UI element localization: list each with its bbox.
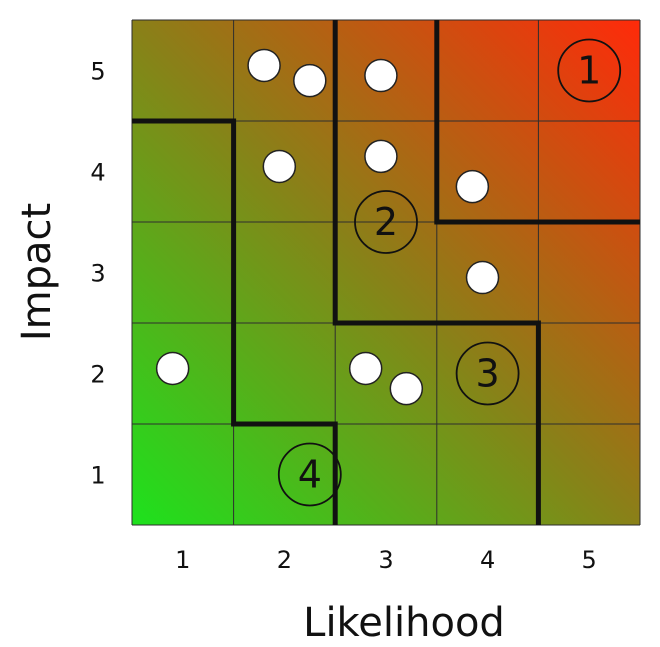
x-axis-title: Likelihood xyxy=(303,600,505,646)
risk-point xyxy=(293,63,327,98)
zone-boundary-line xyxy=(434,20,640,225)
zone-number: 4 xyxy=(298,453,322,497)
y-tick-label: 5 xyxy=(90,58,105,86)
risk-points xyxy=(155,48,500,406)
zone-label: 3 xyxy=(455,341,520,406)
zone-number: 1 xyxy=(577,49,601,93)
x-tick-label: 1 xyxy=(175,546,190,574)
zone-circle xyxy=(557,38,622,103)
risk-point xyxy=(465,260,500,295)
y-axis-title: Impact xyxy=(14,203,60,341)
y-tick-label: 3 xyxy=(90,260,105,288)
risk-point xyxy=(262,149,297,184)
heatmap-background xyxy=(132,20,640,525)
risk-point xyxy=(389,371,424,406)
risk-point xyxy=(247,48,281,83)
x-tick-labels: 1 2 3 4 5 xyxy=(175,546,597,574)
risk-point xyxy=(455,169,490,204)
zone-circle xyxy=(277,442,342,507)
risk-point xyxy=(348,351,383,386)
risk-point xyxy=(155,351,190,386)
y-tick-label: 4 xyxy=(90,159,105,187)
zone-label: 1 xyxy=(557,38,622,103)
zone-number: 3 xyxy=(476,352,500,396)
risk-point xyxy=(364,139,398,174)
zone-number: 2 xyxy=(374,200,398,244)
y-tick-label: 1 xyxy=(90,462,105,490)
zone-label: 4 xyxy=(277,442,342,507)
zone-circle xyxy=(354,190,418,254)
x-tick-label: 3 xyxy=(378,546,393,574)
x-tick-label: 4 xyxy=(480,546,495,574)
zone-boundary-line xyxy=(332,20,541,525)
y-tick-labels: 1 2 3 4 5 xyxy=(90,58,105,490)
zone-circle xyxy=(455,341,520,406)
zone-labels: 1 2 3 4 xyxy=(277,38,622,507)
x-tick-label: 5 xyxy=(582,546,597,574)
zone-label: 2 xyxy=(354,190,418,254)
x-tick-label: 2 xyxy=(277,546,292,574)
risk-point xyxy=(364,58,398,93)
y-tick-label: 2 xyxy=(90,361,105,389)
